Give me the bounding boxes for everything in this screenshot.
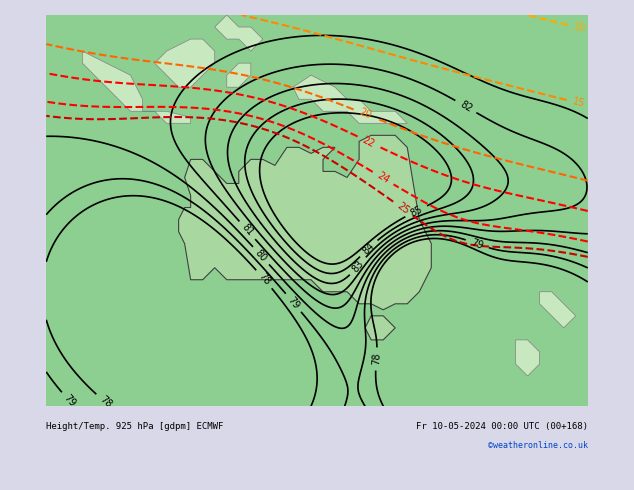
Text: 25: 25: [395, 201, 411, 217]
Text: 79: 79: [62, 393, 77, 409]
Text: 84: 84: [361, 241, 377, 256]
Text: 15: 15: [571, 97, 586, 109]
Text: 78: 78: [98, 394, 113, 410]
Text: 83: 83: [350, 258, 366, 274]
Text: 82: 82: [458, 99, 474, 114]
Text: 24: 24: [375, 171, 391, 186]
Polygon shape: [215, 15, 263, 51]
Text: Height/Temp. 925 hPa [gdpm] ECMWF: Height/Temp. 925 hPa [gdpm] ECMWF: [46, 422, 224, 431]
Polygon shape: [540, 292, 576, 328]
Polygon shape: [515, 340, 540, 376]
Polygon shape: [179, 135, 431, 310]
Text: 22: 22: [361, 134, 377, 149]
Text: ©weatheronline.co.uk: ©weatheronline.co.uk: [488, 441, 588, 450]
Polygon shape: [227, 63, 251, 87]
Text: 78: 78: [371, 352, 382, 366]
Text: 79: 79: [286, 295, 301, 311]
Text: 10: 10: [573, 22, 587, 34]
Text: 85: 85: [408, 204, 424, 219]
Text: 80: 80: [253, 248, 269, 264]
Polygon shape: [155, 39, 215, 87]
Polygon shape: [143, 111, 191, 123]
Text: 78: 78: [256, 271, 272, 287]
Text: Fr 10-05-2024 00:00 UTC (00+168): Fr 10-05-2024 00:00 UTC (00+168): [416, 422, 588, 431]
Text: 79: 79: [470, 237, 485, 251]
Polygon shape: [82, 51, 143, 111]
Polygon shape: [293, 75, 407, 123]
Text: 81: 81: [240, 222, 255, 238]
Text: 20: 20: [358, 107, 373, 121]
Polygon shape: [365, 316, 395, 340]
